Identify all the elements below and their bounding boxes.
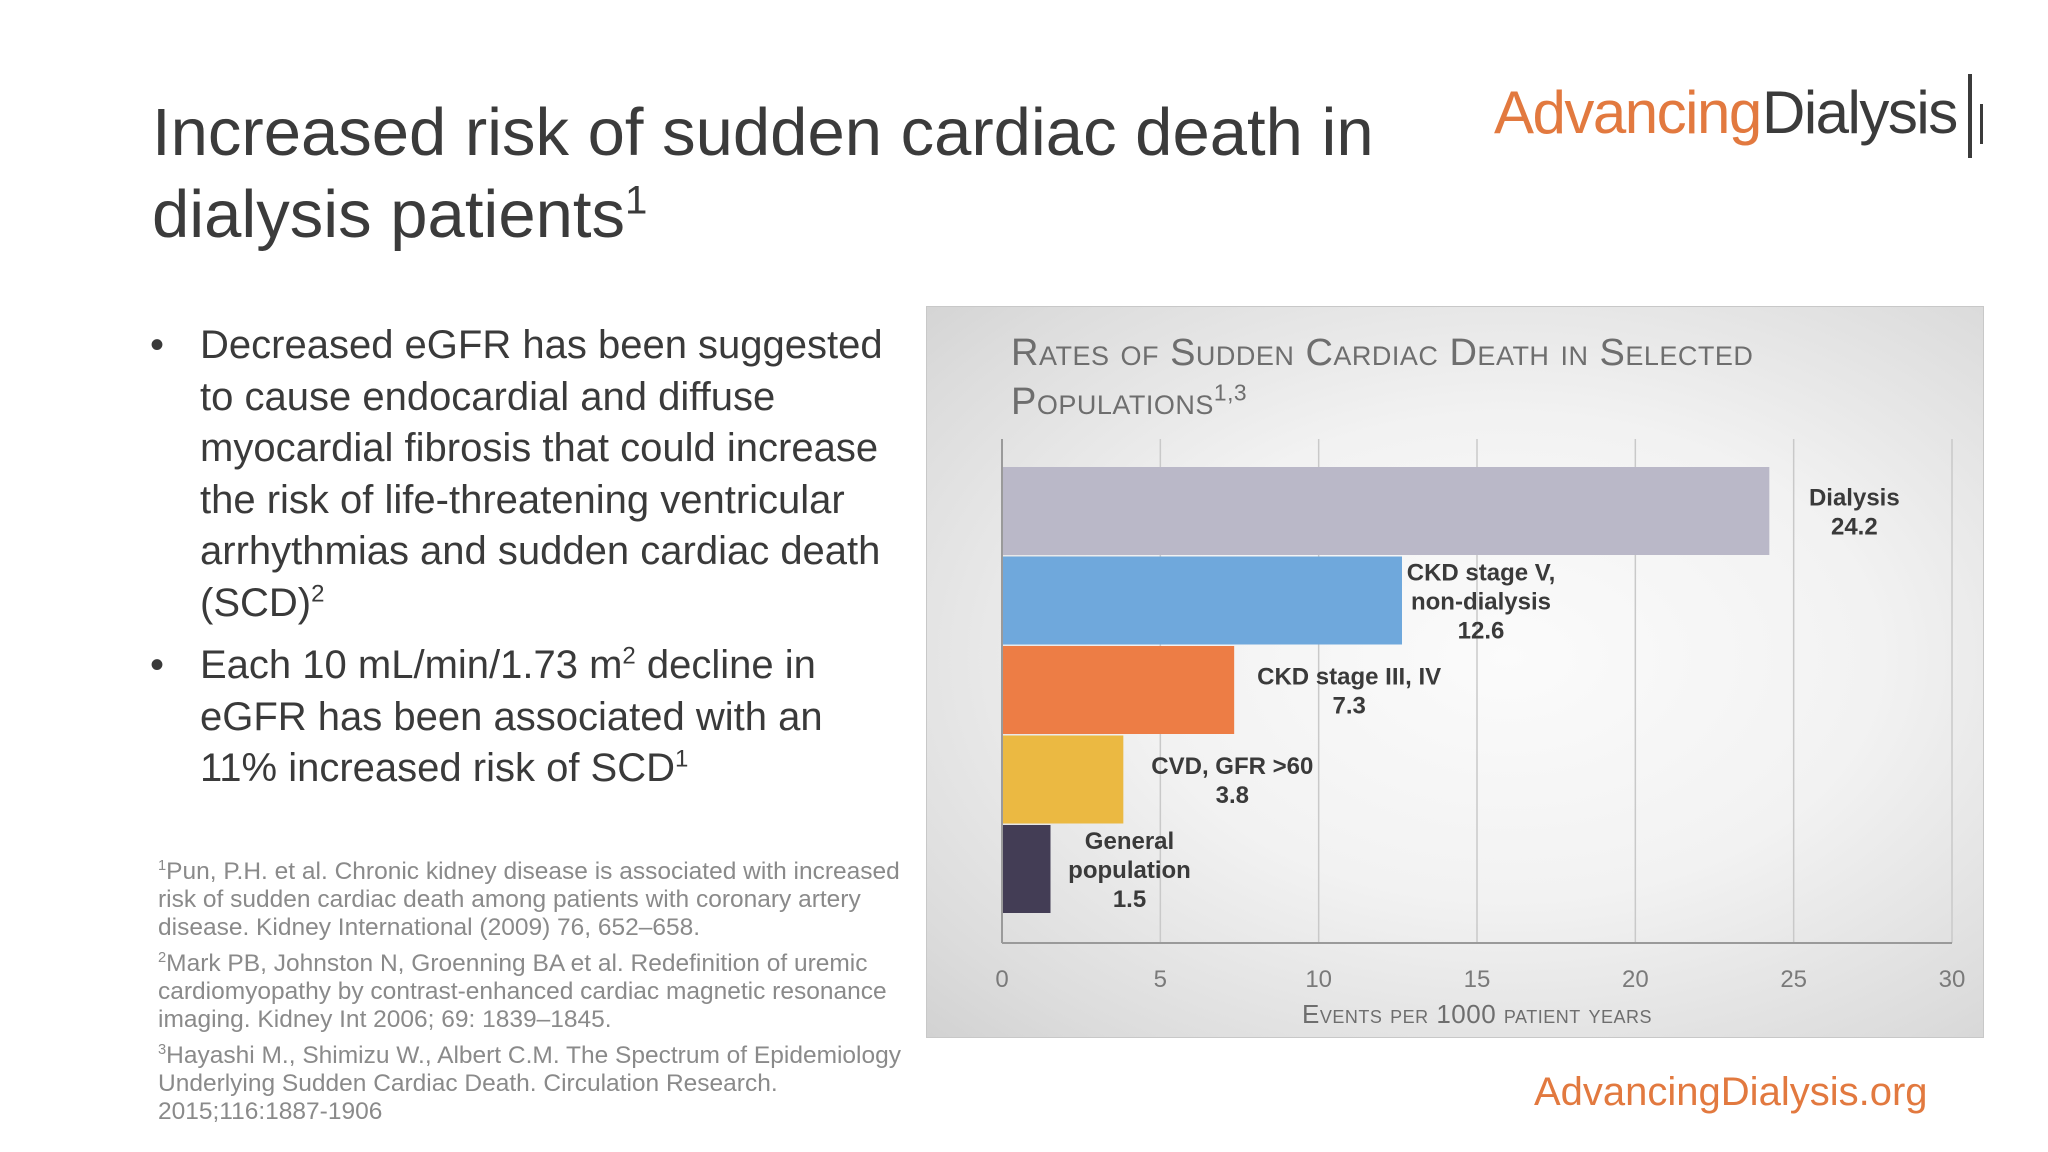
chart-title-text: Rates of Sudden Cardiac Death in Selecte… — [1011, 332, 1754, 423]
bullet-dot: • — [150, 643, 165, 687]
x-axis-label: Events per 1000 patient years — [1302, 999, 1652, 1029]
slide-title-text: Increased risk of sudden cardiac death i… — [152, 95, 1374, 252]
reference-num: 1 — [158, 857, 167, 874]
x-tick-label: 5 — [1154, 966, 1167, 993]
advancing-dialysis-logo: Advancing Dialysis — [1494, 74, 2014, 164]
bar-value-label: 7.3 — [1332, 693, 1365, 720]
bar-value-label: 3.8 — [1216, 782, 1249, 809]
bullet-text: Decreased eGFR has been suggested to cau… — [200, 323, 883, 625]
bar — [1003, 825, 1051, 913]
bar-data-label: CKD stage V, non-dialysis 12.6 — [1407, 560, 1556, 645]
chart-title: Rates of Sudden Cardiac Death in Selecte… — [1011, 329, 1911, 427]
bar-data-label: Dialysis 24.2 — [1809, 485, 1900, 541]
chart-panel: Rates of Sudden Cardiac Death in Selecte… — [926, 306, 1984, 1038]
reference-item: 2Mark PB, Johnston N, Groenning BA et al… — [158, 950, 928, 1034]
chart-title-sup: 1,3 — [1213, 379, 1248, 406]
bar — [1003, 646, 1235, 734]
reference-text: Mark PB, Johnston N, Groenning BA et al.… — [158, 950, 887, 1033]
reference-num: 2 — [158, 949, 167, 966]
bullet-text-before: Each 10 mL/min/1.73 m — [200, 643, 623, 687]
bullet-sup: 2 — [311, 580, 325, 608]
bar-data-label: CVD, GFR >60 3.8 — [1151, 753, 1313, 809]
bullet-dot: • — [150, 323, 165, 367]
bullet-text-after: decline in eGFR has been associated with… — [200, 643, 823, 790]
bar-category-label: CKD stage V, — [1407, 560, 1556, 587]
bar-category-label: CVD, GFR >60 — [1151, 753, 1313, 780]
references: 1Pun, P.H. et al. Chronic kidney disease… — [158, 858, 928, 1134]
reference-item: 3Hayashi M., Shimizu W., Albert C.M. The… — [158, 1042, 928, 1126]
bar — [1003, 735, 1124, 824]
bar-category-label: Dialysis — [1809, 485, 1900, 512]
x-tick-label: 30 — [1939, 966, 1966, 993]
bar-data-label: General population 1.5 — [1068, 828, 1191, 913]
x-tick-label: 0 — [995, 966, 1008, 993]
bar — [1003, 556, 1402, 645]
bar-value-label: 24.2 — [1831, 514, 1878, 541]
x-tick-label: 10 — [1305, 966, 1332, 993]
logo-bar-mark — [1968, 74, 1972, 158]
x-tick-label: 15 — [1464, 966, 1491, 993]
x-tick-label: 25 — [1780, 966, 1807, 993]
reference-num: 3 — [158, 1041, 167, 1058]
bullet-sup-mid: 2 — [622, 642, 636, 670]
bullet-list: • Decreased eGFR has been suggested to ca… — [148, 320, 888, 806]
reference-text: Hayashi M., Shimizu W., Albert C.M. The … — [158, 1042, 901, 1125]
bar-category-label: General — [1085, 828, 1174, 855]
bar — [1003, 467, 1770, 555]
bar-category-label: CKD stage III, IV — [1257, 664, 1441, 691]
slide-title-sup: 1 — [624, 177, 648, 223]
logo-bar-mark-small — [1980, 104, 1983, 144]
bar-category-label: population — [1068, 857, 1191, 884]
bar-data-label: CKD stage III, IV 7.3 — [1257, 664, 1441, 720]
logo-dialysis-text: Dialysis — [1762, 79, 1958, 146]
slide-title: Increased risk of sudden cardiac death i… — [152, 92, 1432, 256]
bar-value-label: 12.6 — [1458, 618, 1505, 645]
reference-text: Pun, P.H. et al. Chronic kidney disease … — [158, 858, 900, 941]
bullet-item-egfr-fibrosis: • Decreased eGFR has been suggested to ca… — [148, 320, 888, 629]
footer-url-link[interactable]: AdvancingDialysis.org — [1534, 1070, 1928, 1114]
bullet-item-egfr-decline: • Each 10 mL/min/1.73 m2 decline in eGFR … — [148, 640, 888, 795]
reference-item: 1Pun, P.H. et al. Chronic kidney disease… — [158, 858, 928, 942]
logo-advancing-text: Advancing — [1494, 79, 1762, 146]
bar-category-label: non-dialysis — [1411, 589, 1551, 616]
x-tick-label: 20 — [1622, 966, 1649, 993]
bar-chart: 0 5 10 15 20 25 30 Events per 1000 patient year… — [995, 439, 1966, 1029]
bullet-sup: 1 — [675, 745, 689, 773]
bar-value-label: 1.5 — [1113, 886, 1146, 913]
